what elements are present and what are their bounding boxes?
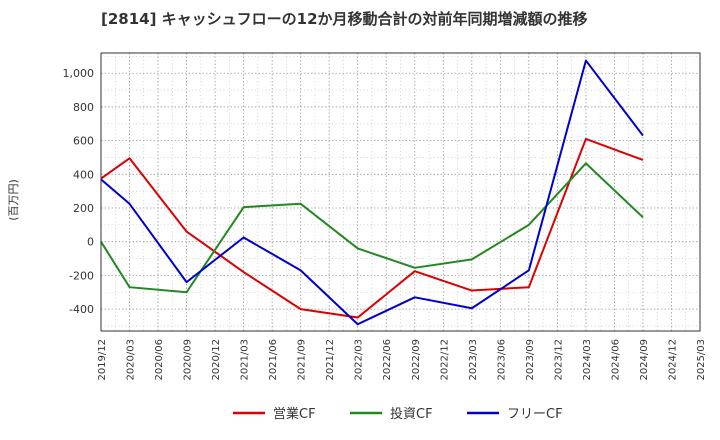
x-tick-label: 2024/09 [639, 339, 650, 381]
x-tick-label: 2024/06 [610, 339, 621, 381]
grid-lines [100, 53, 701, 331]
legend: 営業CF 投資CF フリーCF [233, 406, 563, 422]
y-tick-label: -400 [69, 303, 94, 316]
x-tick-label: 2020/03 [126, 339, 137, 381]
y-axis-label: (百万円) [7, 179, 20, 221]
y-tick-label: 1,000 [63, 67, 95, 80]
y-tick-label: 200 [73, 202, 94, 215]
x-tick-label: 2021/03 [240, 339, 251, 381]
legend-label-0: 営業CF [273, 406, 316, 422]
y-tick-label: 0 [87, 236, 94, 249]
plot-area [101, 53, 700, 331]
x-tick-label: 2020/12 [211, 339, 222, 381]
x-axis-ticks: 2019/12 2020/03 2020/06 2020/09 2020/12 2021/… [97, 339, 707, 381]
x-tick-label: 2022/06 [382, 339, 393, 381]
x-tick-label: 2021/06 [268, 339, 279, 381]
plot-frame [100, 52, 701, 332]
legend-label-1: 投資CF [390, 406, 433, 422]
series-line-0 [100, 137, 644, 319]
chart-title: [2814] キャッシュフローの12か月移動合計の対前年同期増減額の推移 [101, 10, 588, 28]
x-tick-label: 2020/09 [183, 339, 194, 381]
x-tick-label: 2024/03 [582, 339, 593, 381]
y-axis-ticks: -400 -200 0 200 400 600 800 1,000 [63, 67, 95, 316]
x-tick-label: 2021/09 [297, 339, 308, 381]
x-tick-label: 2024/12 [667, 339, 678, 381]
x-tick-label: 2022/09 [411, 339, 422, 381]
plot-background [101, 53, 700, 331]
x-tick-label: 2025/03 [696, 339, 707, 381]
y-tick-label: 800 [73, 101, 94, 114]
y-tick-label: 600 [73, 135, 94, 148]
y-tick-label: 400 [73, 168, 94, 181]
series-lines [100, 59, 644, 326]
series-line-2 [100, 59, 644, 326]
series-line-1 [100, 162, 644, 294]
x-tick-label: 2021/12 [325, 339, 336, 381]
x-tick-label: 2022/03 [354, 339, 365, 381]
x-tick-label: 2020/06 [154, 339, 165, 381]
x-tick-label: 2023/03 [468, 339, 479, 381]
x-tick-label: 2023/06 [496, 339, 507, 381]
x-tick-label: 2023/09 [525, 339, 536, 381]
y-tick-label: -200 [69, 269, 94, 282]
x-tick-label: 2022/12 [439, 339, 450, 381]
x-tick-label: 2023/12 [553, 339, 564, 381]
plot-border [100, 52, 701, 332]
x-tick-label: 2019/12 [97, 339, 108, 381]
legend-label-2: フリーCF [507, 407, 563, 422]
